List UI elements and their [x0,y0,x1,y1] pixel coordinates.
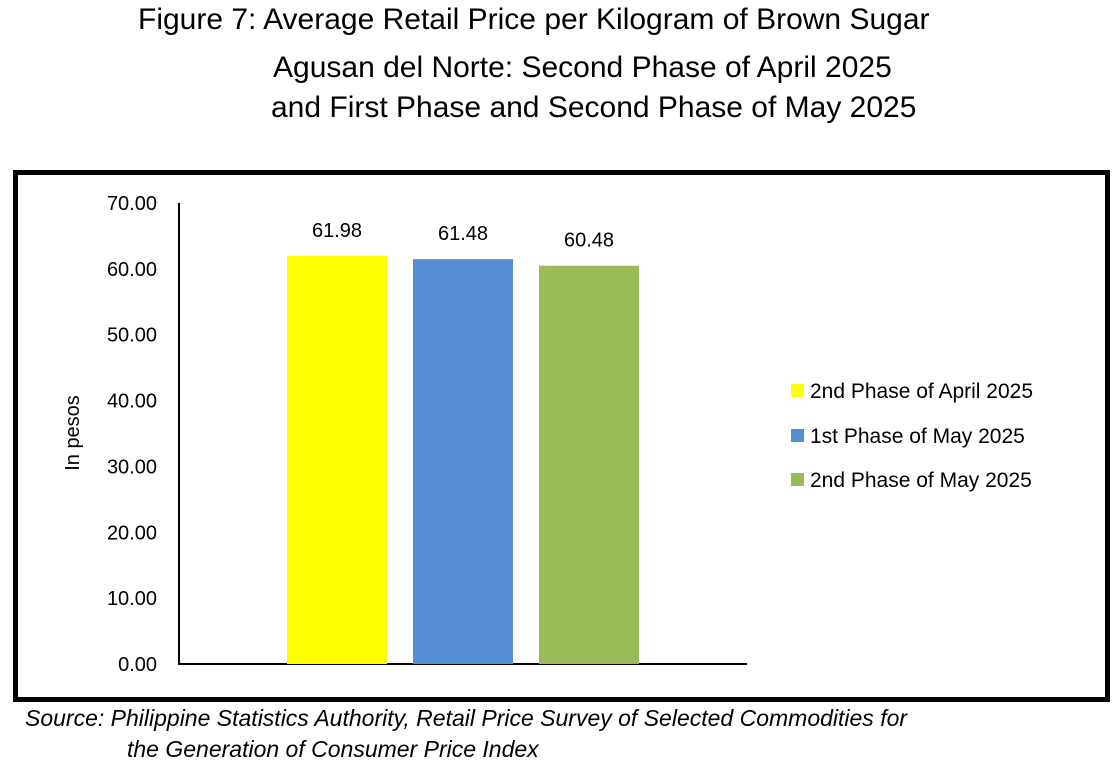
source-note-line-2: the Generation of Consumer Price Index [127,736,539,762]
chart-title-line-1: Figure 7: Average Retail Price per Kilog… [138,3,930,36]
y-tick-label: 0.00 [118,654,157,676]
y-tick-label: 30.00 [107,456,157,478]
y-tick-label: 60.00 [107,259,157,281]
y-axis-title: In pesos [62,395,84,471]
bar [413,259,513,664]
legend-label: 1st Phase of May 2025 [810,425,1025,448]
data-label: 61.98 [312,220,362,242]
bar-chart: 0.00 10.00 20.00 30.00 40.00 50.00 60.00 70.00 I… [62,193,1033,676]
data-label: 60.48 [564,230,614,252]
y-tick-label: 70.00 [107,193,157,215]
y-tick-label: 20.00 [107,522,157,544]
y-tick-label: 50.00 [107,325,157,347]
legend-swatch [791,473,804,486]
legend-swatch [791,384,804,397]
y-tick-label: 10.00 [107,588,157,610]
legend-swatch [791,429,804,442]
source-note-line-1: Source: Philippine Statistics Authority,… [25,705,908,731]
legend-label: 2nd Phase of April 2025 [810,380,1033,403]
legend-label: 2nd Phase of May 2025 [810,469,1032,492]
chart-title-line-3: and First Phase and Second Phase of May … [271,91,917,124]
bar [539,265,639,664]
chart-frame: 0.00 10.00 20.00 30.00 40.00 50.00 60.00 70.00 I… [13,170,1110,702]
bar [287,255,387,664]
data-label: 61.48 [438,223,488,245]
chart-title-line-2: Agusan del Norte: Second Phase of April … [273,51,892,84]
y-tick-label: 40.00 [107,391,157,413]
